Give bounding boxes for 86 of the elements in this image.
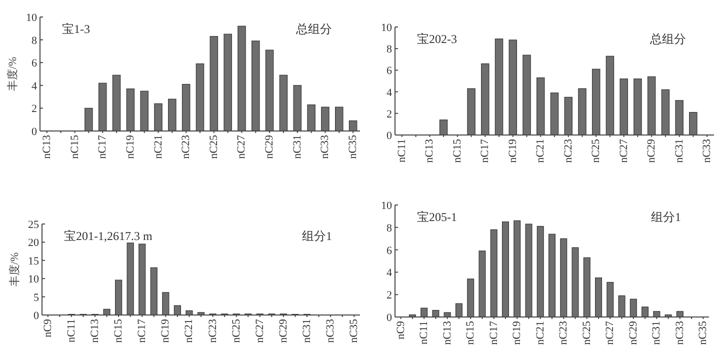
x-tick-label: nC13: [424, 138, 436, 163]
y-tick-label: 6: [32, 58, 38, 70]
y-tick-label: 5: [34, 292, 40, 304]
x-tick-label: nC15: [112, 318, 125, 343]
y-tick-label: 20: [28, 237, 40, 250]
x-tick-label: nC19: [506, 138, 519, 163]
x-tick-label: nC17: [136, 318, 148, 343]
annotation: 总组分: [295, 22, 332, 36]
y-tick-label: 10: [26, 12, 38, 24]
x-tick-label: nC9: [42, 318, 54, 338]
x-tick-label: nC27: [236, 134, 248, 159]
x-tick-label: nC27: [618, 138, 630, 163]
y-tick-label: 10: [28, 274, 40, 286]
x-tick-label: nC13: [441, 320, 454, 345]
x-tick-label: nC21: [534, 321, 546, 345]
x-tick-label: nC21: [183, 319, 196, 343]
x-tick-label: nC15: [68, 134, 81, 159]
y-tick-label: 4: [32, 80, 38, 92]
x-tick-label: nC29: [264, 134, 276, 159]
y-tick-label: 8: [386, 44, 392, 56]
x-tick-label: nC33: [319, 134, 332, 159]
x-tick-label: nC15: [464, 320, 477, 345]
x-tick-label: nC19: [160, 318, 172, 343]
x-tick-label: nC13: [40, 134, 53, 159]
y-tick-label: 25: [28, 219, 40, 231]
y-tick-label: 4: [386, 267, 392, 280]
x-tick-label: nC11: [396, 139, 408, 162]
y-tick-label: 6: [386, 244, 392, 257]
annotation: 总组分: [649, 32, 686, 46]
annotation: 宝205-1: [417, 210, 457, 224]
x-tick-label: nC9: [394, 320, 407, 340]
annotation: 组分1: [651, 210, 681, 224]
y-tick-label: 2: [32, 103, 37, 116]
x-tick-label: nC29: [627, 320, 640, 345]
x-tick-label: nC31: [650, 321, 663, 345]
x-tick-label: nC19: [511, 320, 524, 345]
x-tick-label: nC27: [604, 320, 616, 345]
x-tick-label: nC31: [673, 139, 686, 163]
x-tick-label: nC35: [348, 318, 360, 343]
x-tick-label: nC13: [89, 318, 101, 343]
y-tick-label: 0: [386, 130, 392, 142]
y-tick-label: 2: [386, 108, 392, 120]
x-tick-label: nC11: [418, 321, 430, 344]
x-tick-label: nC25: [590, 138, 602, 163]
x-tick-label: nC29: [277, 318, 290, 343]
x-tick-label: nC25: [580, 320, 593, 345]
y-tick-label: 8: [386, 222, 392, 234]
x-tick-label: nC25: [208, 134, 220, 159]
x-tick-label: nC27: [254, 318, 266, 343]
annotation: 组分1: [302, 229, 332, 243]
x-tick-label: nC17: [488, 320, 500, 345]
y-tick-label: 0: [386, 312, 392, 324]
y-tick-label: 4: [386, 86, 392, 99]
x-tick-label: nC19: [124, 134, 136, 159]
x-tick-label: nC33: [324, 318, 337, 343]
x-tick-label: nC23: [562, 138, 574, 163]
y-tick-label: 8: [32, 34, 38, 47]
x-tick-label: nC23: [558, 320, 570, 345]
x-tick-label: nC23: [206, 318, 219, 343]
y-tick-label: 10: [381, 22, 392, 34]
x-tick-label: nC11: [65, 319, 78, 342]
y-tick-label: 2: [386, 290, 392, 302]
x-tick-label: nC17: [96, 134, 109, 159]
y-axis-title: 丰度/%: [8, 252, 21, 287]
x-tick-label: nC21: [152, 135, 164, 159]
y-tick-label: 10: [381, 200, 392, 212]
y-tick-label: 6: [386, 65, 392, 78]
annotation: 宝202-3: [417, 32, 457, 46]
x-tick-label: nC17: [479, 138, 492, 163]
x-tick-label: nC15: [451, 138, 464, 163]
y-tick-label: 0: [34, 310, 40, 322]
x-tick-label: nC21: [534, 139, 547, 163]
x-tick-label: nC33: [674, 320, 686, 345]
x-tick-label: nC23: [180, 134, 192, 159]
annotation: 宝1-3: [62, 22, 90, 36]
x-tick-label: nC31: [291, 135, 304, 159]
x-tick-label: nC35: [347, 134, 360, 159]
x-tick-label: nC29: [646, 138, 658, 163]
x-tick-label: nC35: [697, 320, 710, 345]
y-axis-title: 丰度/%: [6, 56, 19, 92]
annotation: 宝201-1,2617.3 m: [64, 229, 153, 243]
y-tick-label: 15: [28, 255, 40, 268]
x-tick-label: nC33: [701, 138, 714, 163]
y-tick-label: 0: [32, 126, 38, 138]
x-tick-label: nC25: [230, 318, 242, 343]
x-tick-label: nC31: [301, 319, 313, 343]
